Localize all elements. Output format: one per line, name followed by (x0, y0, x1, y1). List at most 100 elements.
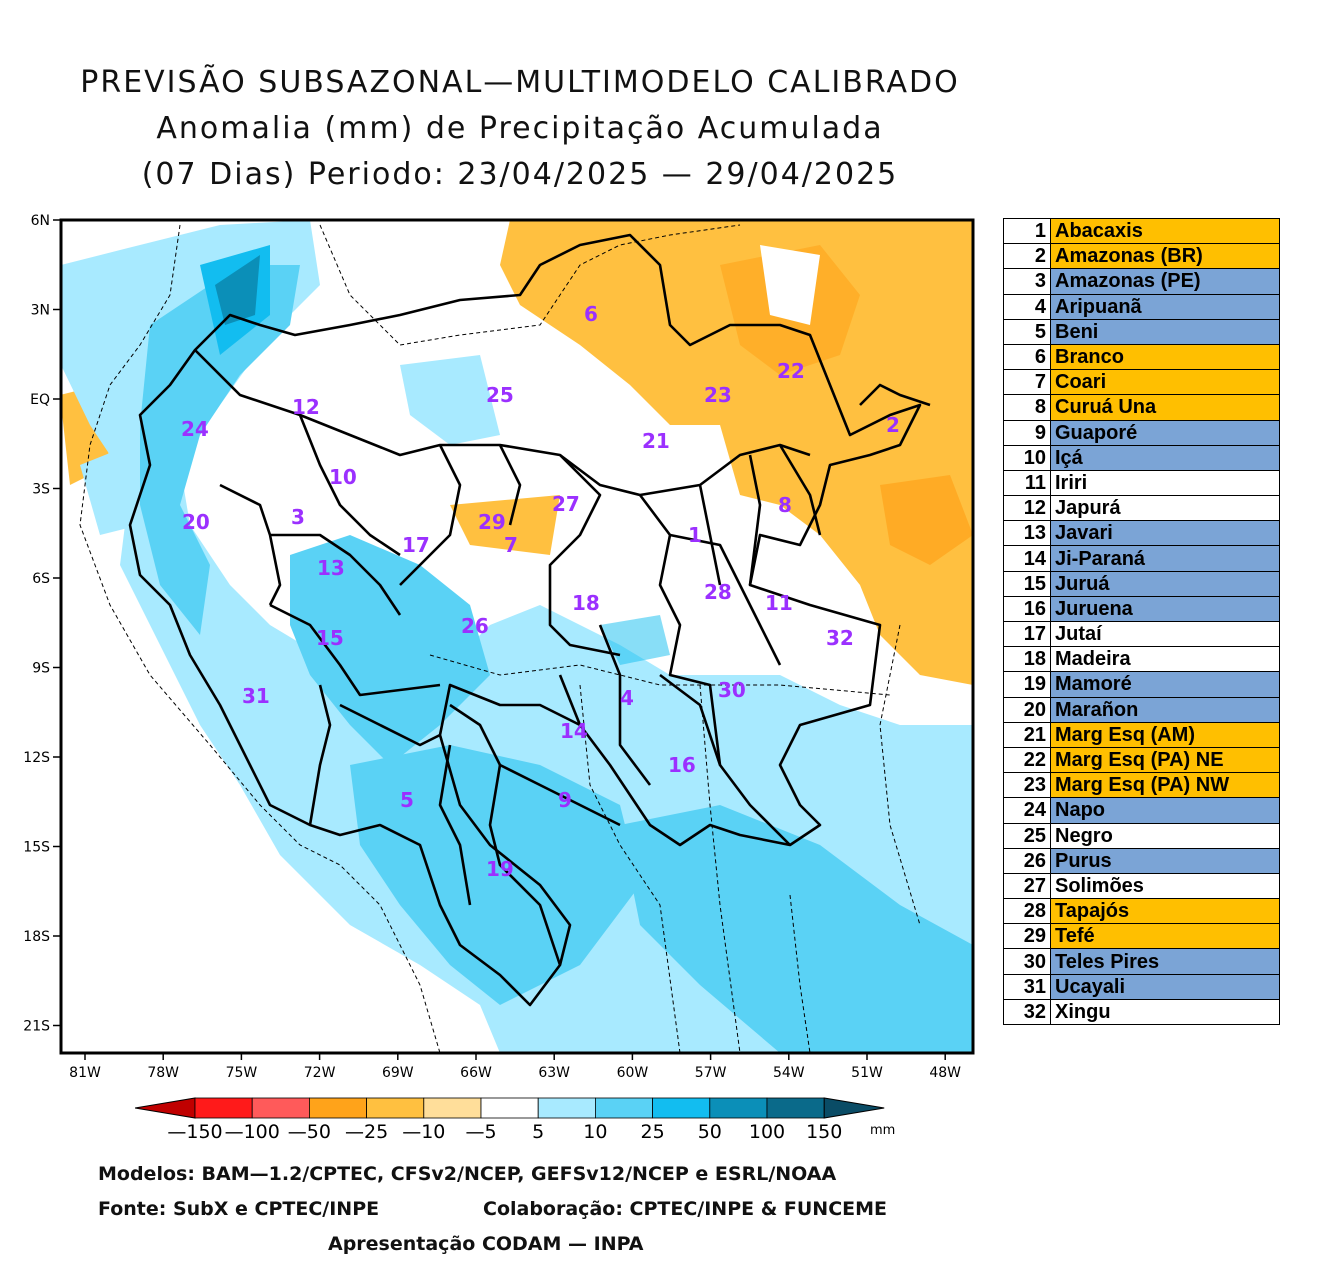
legend-basin-number: 8 (1003, 394, 1051, 421)
colorbar-tick-label: —150 (167, 1121, 222, 1143)
chart-title: PREVISÃO SUBSAZONAL—MULTIMODELO CALIBRAD… (60, 60, 980, 198)
legend-basin-number: 3 (1003, 268, 1051, 295)
basin-label-5: 5 (400, 788, 414, 812)
colorbar-segment (652, 1097, 711, 1119)
basin-label-21: 21 (642, 429, 670, 453)
legend-row: 8 Curuá Una (1003, 394, 1280, 421)
legend-row: 7 Coari (1003, 369, 1280, 396)
lat-tick-label: 6N (31, 213, 50, 229)
basin-label-32: 32 (826, 626, 854, 650)
lon-tick-label: 75W (226, 1065, 258, 1081)
legend-basin-number: 21 (1003, 721, 1051, 748)
basin-label-15: 15 (316, 626, 344, 650)
legend-row: 13 Javari (1003, 520, 1280, 547)
legend-basin-number: 18 (1003, 646, 1051, 673)
legend-row: 24 Napo (1003, 797, 1280, 824)
colorbar-tick-label: 5 (532, 1121, 544, 1143)
lon-tick-label: 78W (147, 1065, 179, 1081)
legend-row: 22 Marg Esq (PA) NE (1003, 746, 1280, 774)
title-line-2: Anomalia (mm) de Precipitação Acumulada (156, 111, 884, 146)
legend-basin-number: 31 (1003, 973, 1051, 1000)
basin-label-13: 13 (317, 556, 345, 580)
legend-row: 29 Tefé (1003, 923, 1280, 950)
legend-row: 28 Tapajós (1003, 898, 1280, 925)
legend-row: 26 Purus (1003, 847, 1280, 874)
legend-row: 10 Içá (1003, 444, 1280, 471)
basin-label-26: 26 (461, 614, 489, 638)
basin-label-14: 14 (560, 719, 588, 743)
lon-tick-label: 72W (304, 1065, 336, 1081)
legend-basin-name: Coari (1050, 369, 1280, 396)
legend-basin-name: Branco (1050, 343, 1280, 371)
legend-row: 5 Beni (1003, 318, 1280, 345)
lon-tick-label: 57W (695, 1065, 727, 1081)
basin-label-8: 8 (778, 493, 792, 517)
legend-basin-number: 15 (1003, 570, 1051, 597)
lon-tick-label: 81W (69, 1065, 101, 1081)
lat-tick-label: 3N (31, 303, 50, 319)
legend-basin-name: Teles Pires (1050, 948, 1280, 975)
map-panel: 1 2 3 4 5 6 7 8 9 10 11 12 13 14 15 16 1… (20, 205, 980, 1085)
legend-basin-number: 13 (1003, 520, 1051, 547)
legend-basin-name: Ji-Paraná (1050, 545, 1280, 572)
legend-basin-number: 16 (1003, 595, 1051, 623)
colorbar-segment (366, 1097, 425, 1119)
legend-row: 18 Madeira (1003, 646, 1280, 673)
colorbar-segment (594, 1097, 653, 1119)
basin-label-20: 20 (182, 510, 210, 534)
colorbar-tick-label: 50 (698, 1121, 722, 1143)
legend-basin-name: Guaporé (1050, 419, 1280, 446)
legend-basin-number: 5 (1003, 318, 1051, 345)
footer-models: Modelos: BAM—1.2/CPTEC, CFSv2/NCEP, GEFS… (98, 1163, 837, 1185)
basin-label-28: 28 (704, 580, 732, 604)
basin-label-2: 2 (886, 413, 900, 437)
legend-basin-number: 6 (1003, 343, 1051, 371)
legend-basin-number: 22 (1003, 746, 1051, 774)
footer-source-row: Fonte: SubX e CPTEC/INPE Colaboração: CP… (80, 1192, 950, 1227)
colorbar-tick-label: —25 (345, 1121, 388, 1143)
colorbar-segment (194, 1097, 253, 1119)
legend-basin-number: 26 (1003, 847, 1051, 874)
legend-row: 31 Ucayali (1003, 973, 1280, 1000)
legend-basin-number: 29 (1003, 923, 1051, 950)
basin-label-1: 1 (688, 523, 702, 547)
lat-tick-label: 6S (32, 571, 50, 587)
legend-basin-number: 4 (1003, 293, 1051, 320)
colorbar: —150 —100 —50 —25 —10 —5 5 10 25 50 100 150 (135, 1097, 885, 1143)
lon-tick-label: 48W (929, 1065, 961, 1081)
basin-label-27: 27 (552, 492, 580, 516)
legend-basin-number: 10 (1003, 444, 1051, 471)
legend-basin-name: Tapajós (1050, 898, 1280, 925)
basin-label-4: 4 (620, 686, 634, 710)
lat-tick-label: 3S (32, 482, 50, 498)
legend-basin-name: Iriri (1050, 469, 1280, 497)
basin-label-7: 7 (504, 533, 518, 557)
lat-tick-label: 21S (23, 1019, 50, 1035)
basin-legend-table: 1 Abacaxis 2 Amazonas (BR) 3 Amazonas (PE) 4 Ar… (1003, 217, 1280, 1026)
basin-boundaries (128, 233, 931, 1007)
title-line-1: PREVISÃO SUBSAZONAL—MULTIMODELO CALIBRAD… (80, 65, 960, 100)
legend-row: 16 Juruena (1003, 595, 1280, 623)
legend-basin-number: 32 (1003, 998, 1051, 1026)
legend-basin-name: Purus (1050, 847, 1280, 874)
legend-basin-name: Marg Esq (PA) NE (1050, 746, 1280, 774)
legend-row: 2 Amazonas (BR) (1003, 243, 1280, 270)
legend-basin-name: Amazonas (BR) (1050, 243, 1280, 270)
legend-row: 9 Guaporé (1003, 419, 1280, 446)
legend-basin-number: 11 (1003, 469, 1051, 497)
lat-tick-label: 12S (23, 750, 50, 766)
legend-basin-number: 23 (1003, 772, 1051, 799)
legend-basin-name: Abacaxis (1050, 217, 1280, 245)
legend-row: 23 Marg Esq (PA) NW (1003, 772, 1280, 799)
colorbar-tick-label: 150 (806, 1121, 842, 1143)
legend-row: 21 Marg Esq (AM) (1003, 721, 1280, 748)
legend-row: 27 Solimões (1003, 872, 1280, 900)
colorbar-segment (423, 1097, 482, 1119)
basin-labels: 1 2 3 4 5 6 7 8 9 10 11 12 13 14 15 16 1… (181, 302, 900, 881)
country-borders (79, 224, 921, 1053)
legend-row: 25 Negro (1003, 822, 1280, 849)
colorbar-arrow-high (823, 1097, 885, 1119)
basin-label-22: 22 (777, 359, 805, 383)
legend-basin-number: 19 (1003, 671, 1051, 698)
basin-label-3: 3 (291, 505, 305, 529)
